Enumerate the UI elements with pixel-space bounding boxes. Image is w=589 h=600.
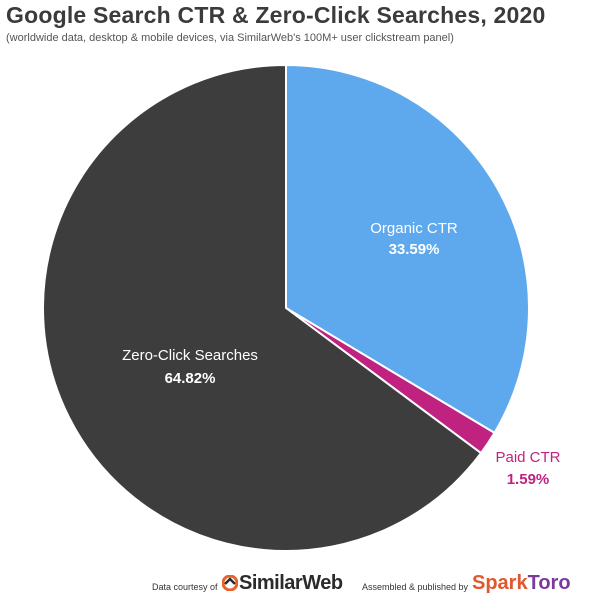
similarweb-logo-text: SimilarWeb <box>239 572 343 594</box>
sparktoro-logo-toro: Toro <box>527 572 571 594</box>
chart-title: Google Search CTR & Zero-Click Searches,… <box>6 2 546 28</box>
slice-value-zero-click-searches: 64.82% <box>165 370 216 387</box>
sparktoro-logo: SparkToro <box>472 572 571 595</box>
slice-label-paid-ctr: Paid CTR <box>495 449 560 466</box>
slice-value-paid-ctr: 1.59% <box>507 471 550 488</box>
data-courtesy-text: Data courtesy of <box>152 582 218 592</box>
slice-label-organic-ctr: Organic CTR <box>370 220 458 237</box>
similarweb-logo-icon <box>222 575 238 591</box>
slice-label-zero-click-searches: Zero-Click Searches <box>122 347 258 364</box>
chart-subtitle: (worldwide data, desktop & mobile device… <box>6 32 454 44</box>
pie-slice-organic-ctr <box>285 63 530 435</box>
footer: Data courtesy of SimilarWeb Assembled & … <box>0 570 589 600</box>
pie-slice-zero-click-searches <box>42 63 483 552</box>
assembled-by-text: Assembled & published by <box>362 582 469 592</box>
slice-value-organic-ctr: 33.59% <box>389 241 440 258</box>
pie-chart: Organic CTR 33.59% Paid CTR 1.59% Zero-Click… <box>42 63 561 552</box>
sparktoro-logo-spark: Spark <box>472 572 528 594</box>
